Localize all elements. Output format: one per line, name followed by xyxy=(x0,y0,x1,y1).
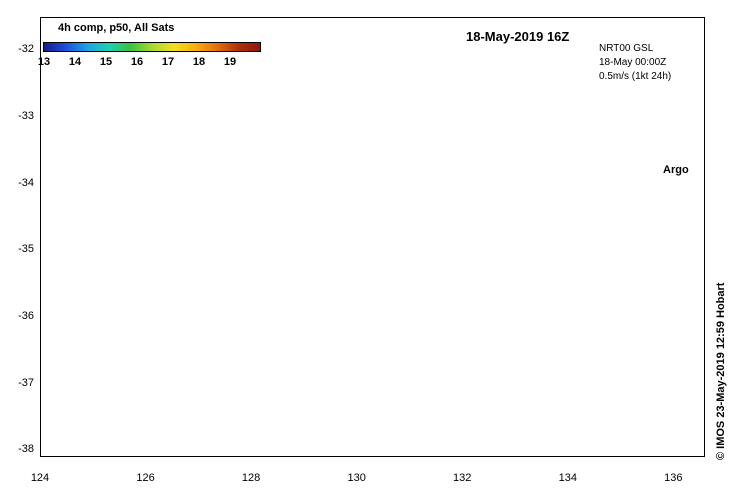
x-tick-label: 124 xyxy=(30,472,50,484)
colorbar xyxy=(43,42,261,52)
map-frame xyxy=(40,17,705,457)
y-tick-label: -37 xyxy=(18,376,34,389)
y-tick-label: -34 xyxy=(18,176,34,189)
x-tick-label: 130 xyxy=(347,472,366,484)
x-tick-label: 136 xyxy=(664,472,683,484)
y-tick-label: -32 xyxy=(18,43,34,56)
x-tick-label: 126 xyxy=(136,472,155,484)
info-box: NRT00 GSL 18-May 00:00Z 0.5m/s (1kt 24h) xyxy=(599,42,671,84)
info-line-3: 0.5m/s (1kt 24h) xyxy=(599,71,672,82)
y-tick-label: -33 xyxy=(18,110,34,122)
x-tick-label: 134 xyxy=(558,472,577,484)
y-tick-label: -35 xyxy=(18,243,34,256)
credit-text: © IMOS 23-May-2019 12:59 Hobart xyxy=(715,282,727,460)
x-tick-label: 128 xyxy=(241,472,261,484)
colorbar-tick: 18 xyxy=(192,56,206,68)
info-line-2: 18-May 00:00Z xyxy=(599,57,667,68)
colorbar-tick: 17 xyxy=(161,56,175,68)
colorbar-tick: 14 xyxy=(68,56,82,68)
info-line-1: NRT00 GSL xyxy=(599,43,654,54)
argo-label: Argo xyxy=(663,164,689,176)
x-tick-label: 132 xyxy=(453,472,472,484)
y-tick-label: -36 xyxy=(18,310,34,322)
map-title: 18-May-2019 16Z xyxy=(466,29,570,44)
legend-title: 4h comp, p50, All Sats xyxy=(58,22,175,34)
colorbar-tick: 15 xyxy=(99,56,113,68)
colorbar-tick: 16 xyxy=(130,56,144,68)
colorbar-tick: 19 xyxy=(223,56,237,68)
y-tick-label: -38 xyxy=(18,443,34,456)
colorbar-tick: 13 xyxy=(37,56,51,68)
